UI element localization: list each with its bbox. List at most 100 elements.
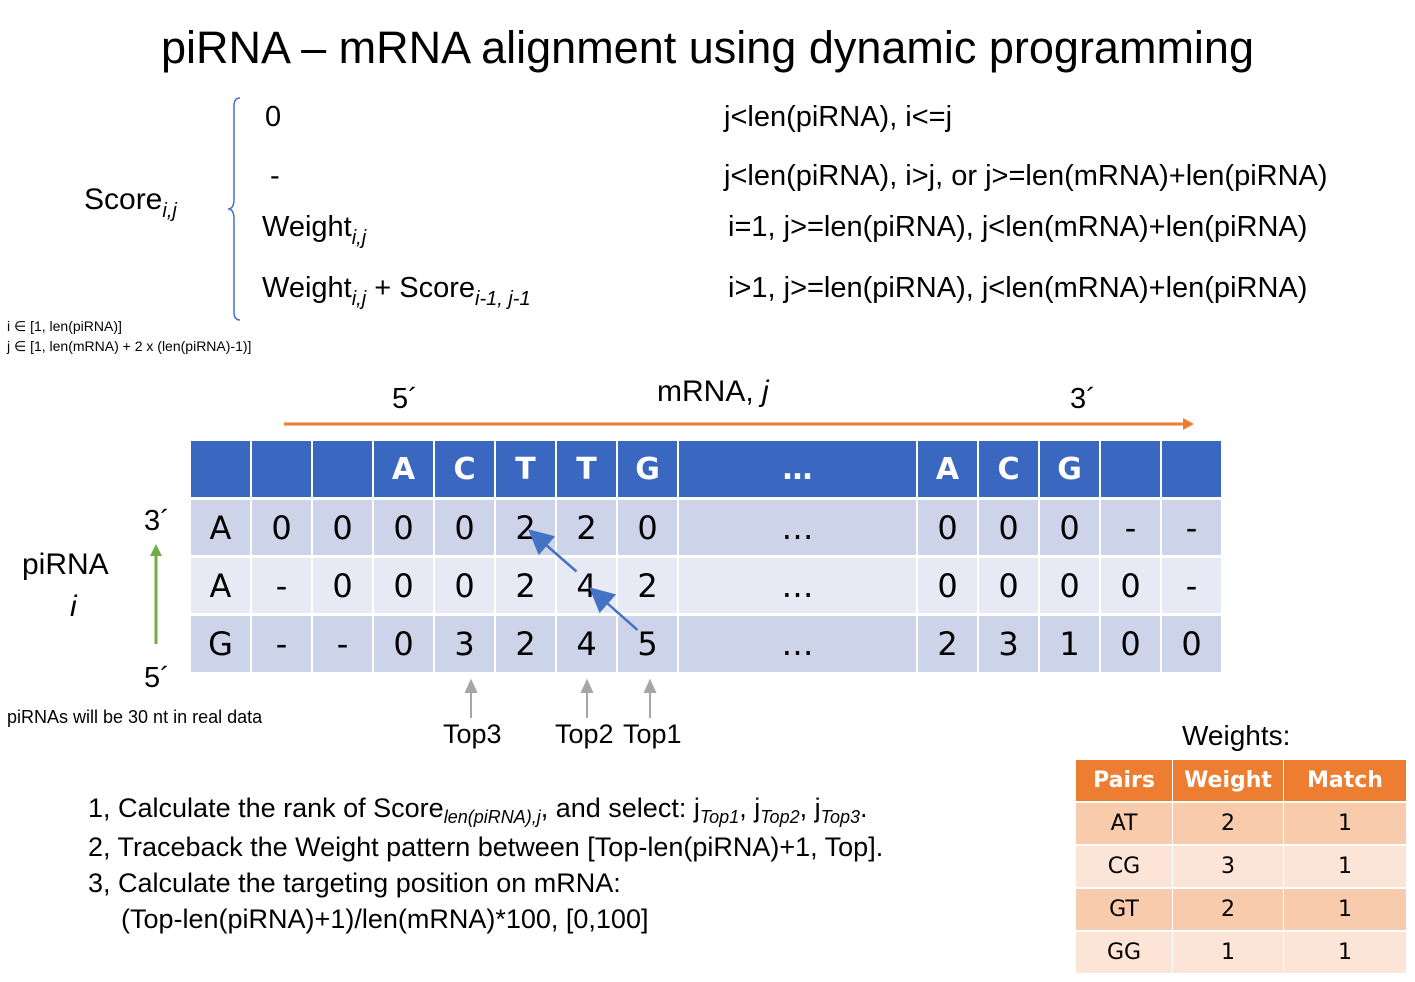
- pirna-five-prime: 5´: [144, 662, 170, 694]
- step-3: 3, Calculate the targeting position on m…: [88, 868, 621, 898]
- matrix-header-cell-7: G: [618, 441, 677, 497]
- matrix-header-cell-12: [1101, 441, 1160, 497]
- score-cell-2-12: 0: [1101, 558, 1160, 613]
- step-1-d: , j: [799, 793, 821, 823]
- mrna-axis-var: j: [762, 375, 769, 408]
- mrna-axis-label-text: mRNA,: [657, 375, 762, 408]
- pirna-three-prime: 3´: [144, 505, 170, 537]
- score-cell-2-1: -: [252, 558, 311, 613]
- matrix-header-cell-0: [191, 441, 250, 497]
- mrna-five-prime: 5´: [392, 383, 418, 415]
- score-cell-1-11: 0: [1040, 500, 1099, 555]
- score-cell-2-3: 0: [374, 558, 433, 613]
- weights-cell-4-2: 1: [1284, 932, 1406, 973]
- score-cell-1-5: 2: [496, 500, 555, 555]
- case-expr-4-text2: + Score: [366, 272, 475, 304]
- mrna-arrow: [284, 418, 1194, 430]
- matrix-header-cell-1: [252, 441, 311, 497]
- matrix-header-cell-3: A: [374, 441, 433, 497]
- matrix-header-cell-6: T: [557, 441, 616, 497]
- case-expr-4-sub2: i-1, j-1: [475, 288, 531, 310]
- score-cell-1-2: 0: [313, 500, 372, 555]
- case-expr-4-text: Weight: [262, 272, 352, 304]
- score-cell-2-10: 0: [979, 558, 1038, 613]
- domain-i: i ∈ [1, len(piRNA)]: [7, 318, 122, 334]
- score-cell-3-13: 0: [1162, 616, 1221, 672]
- step-1: 1, Calculate the rank of Scorelen(piRNA)…: [88, 790, 883, 829]
- score-lhs-sub: i,j: [162, 200, 177, 222]
- score-cell-1-10: 0: [979, 500, 1038, 555]
- score-lhs-text: Score: [84, 183, 163, 216]
- score-cell-2-2: 0: [313, 558, 372, 613]
- weights-cell-3-0: GT: [1076, 889, 1172, 930]
- score-cell-3-10: 3: [979, 616, 1038, 672]
- matrix-header-cell-10: C: [979, 441, 1038, 497]
- step-1-a: 1, Calculate the rank of Score: [88, 793, 444, 823]
- score-cell-2-11: 0: [1040, 558, 1099, 613]
- pirna-arrow: [150, 544, 162, 644]
- case-expr-1: 0: [265, 101, 282, 133]
- pirna-length-note: piRNAs will be 30 nt in real data: [7, 707, 263, 727]
- top1-label: Top1: [623, 719, 682, 749]
- score-cell-3-4: 3: [435, 616, 494, 672]
- score-cell-3-3: 0: [374, 616, 433, 672]
- score-cell-1-7: 0: [618, 500, 677, 555]
- weights-caption: Weights:: [1182, 720, 1291, 751]
- mrna-three-prime: 3´: [1070, 383, 1096, 415]
- weights-cell-2-0: CG: [1076, 846, 1172, 887]
- pirna-axis-label: piRNA: [22, 548, 109, 581]
- step-2: 2, Traceback the Weight pattern between …: [88, 832, 884, 862]
- score-cell-2-8: …: [679, 558, 916, 613]
- case-cond-3: i=1, j>=len(piRNA), j<len(mRNA)+len(piRN…: [728, 211, 1308, 243]
- weights-cell-3-2: 1: [1284, 889, 1406, 930]
- pirna-base-2: A: [191, 558, 250, 613]
- step-1-e: .: [859, 793, 868, 823]
- score-cell-2-6: 4: [557, 558, 616, 613]
- weights-cell-1-1: 2: [1173, 803, 1283, 844]
- score-cell-3-2: -: [313, 616, 372, 672]
- step-1-top1: Top1: [699, 807, 740, 827]
- domain-j: j ∈ [1, len(mRNA) + 2 x (len(piRNA)-1)]: [7, 338, 252, 354]
- step-1-b: , and select: j: [540, 793, 700, 823]
- matrix-header-cell-5: T: [496, 441, 555, 497]
- case-expr-2: -: [270, 160, 280, 192]
- score-cell-2-13: -: [1162, 558, 1221, 613]
- case-cond-4: i>1, j>=len(piRNA), j<len(mRNA)+len(piRN…: [728, 272, 1308, 304]
- score-cell-1-1: 0: [252, 500, 311, 555]
- case-cond-1: j<len(piRNA), i<=j: [724, 101, 953, 133]
- score-cell-2-7: 2: [618, 558, 677, 613]
- page-title: piRNA – mRNA alignment using dynamic pro…: [161, 22, 1254, 73]
- score-cell-1-8: …: [679, 500, 916, 555]
- score-cell-2-4: 0: [435, 558, 494, 613]
- case-expr-4: Weighti,j + Scorei-1, j-1: [262, 272, 531, 310]
- case-expr-3: Weighti,j: [262, 211, 366, 249]
- weights-cell-4-1: 1: [1173, 932, 1283, 973]
- score-cell-1-3: 0: [374, 500, 433, 555]
- case-expr-3-sub: i,j: [351, 227, 367, 249]
- step-1-c: , j: [739, 793, 761, 823]
- score-cell-1-6: 2: [557, 500, 616, 555]
- score-cell-3-6: 4: [557, 616, 616, 672]
- step-1-top3: Top3: [820, 807, 860, 827]
- score-cell-1-13: -: [1162, 500, 1221, 555]
- score-cell-3-12: 0: [1101, 616, 1160, 672]
- pirna-axis-var: i: [70, 590, 77, 623]
- top2-label: Top2: [555, 719, 614, 749]
- weights-cell-2-1: 3: [1173, 846, 1283, 887]
- score-cell-1-12: -: [1101, 500, 1160, 555]
- score-cell-3-1: -: [252, 616, 311, 672]
- step-1-sub: len(piRNA),j: [443, 807, 541, 827]
- step-1-top2: Top2: [760, 807, 800, 827]
- score-cell-3-7: 5: [618, 616, 677, 672]
- case-expr-3-text: Weight: [262, 211, 352, 243]
- weights-cell-4-0: GG: [1076, 932, 1172, 973]
- weights-header-1: Weight: [1173, 760, 1283, 801]
- weights-cell-2-2: 1: [1284, 846, 1406, 887]
- score-cell-1-4: 0: [435, 500, 494, 555]
- matrix-header-cell-4: C: [435, 441, 494, 497]
- score-cell-3-9: 2: [918, 616, 977, 672]
- weights-cell-3-1: 2: [1173, 889, 1283, 930]
- score-lhs: Scorei,j: [84, 183, 177, 222]
- pirna-base-3: G: [191, 616, 250, 672]
- matrix-header-cell-11: G: [1040, 441, 1099, 497]
